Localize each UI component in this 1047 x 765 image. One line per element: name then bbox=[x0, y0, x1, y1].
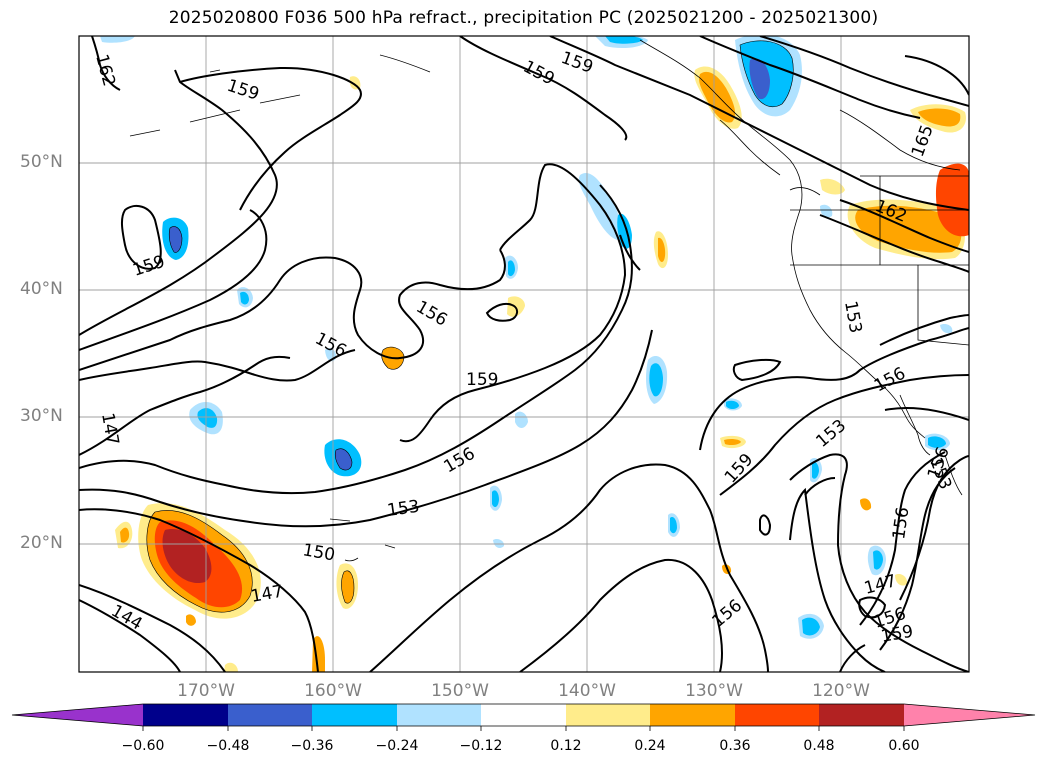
map-title: 2025020800 F036 500 hPa refract., precip… bbox=[168, 8, 879, 28]
lat-label: 20°N bbox=[20, 533, 63, 553]
colorbar-tick-label: 0.60 bbox=[888, 738, 920, 754]
precip-positive-area bbox=[115, 66, 969, 672]
colorbar-tick-label: −0.60 bbox=[121, 738, 165, 754]
precip-negative-area bbox=[100, 36, 953, 639]
refractivity-contours bbox=[79, 36, 969, 672]
coastlines bbox=[129, 39, 969, 562]
lat-label: 50°N bbox=[20, 152, 63, 172]
lon-label: 160°W bbox=[304, 681, 362, 701]
colorbar-tick-label: 0.48 bbox=[803, 738, 835, 754]
lat-label: 30°N bbox=[20, 406, 63, 426]
contour-label: 156 bbox=[889, 506, 913, 541]
lon-label: 140°W bbox=[558, 681, 616, 701]
lon-label: 120°W bbox=[812, 681, 870, 701]
contour-label: 159 bbox=[466, 370, 498, 390]
colorbar-tick-label: −0.12 bbox=[459, 738, 503, 754]
colorbar-tick-label: 0.24 bbox=[634, 738, 666, 754]
lon-label: 130°W bbox=[685, 681, 743, 701]
lat-label: 40°N bbox=[20, 279, 63, 299]
colorbar-tick-label: 0.12 bbox=[550, 738, 582, 754]
shading-outlines bbox=[146, 40, 794, 613]
colorbar-tick-label: 0.36 bbox=[719, 738, 751, 754]
lon-label: 150°W bbox=[431, 681, 489, 701]
contour-label: 153 bbox=[386, 497, 421, 521]
plot-frame bbox=[78, 35, 970, 673]
colorbar-tick-label: −0.24 bbox=[375, 738, 419, 754]
colorbar-tick-label: −0.36 bbox=[290, 738, 334, 754]
lon-label: 170°W bbox=[177, 681, 235, 701]
colorbar-tick-label: −0.48 bbox=[206, 738, 250, 754]
